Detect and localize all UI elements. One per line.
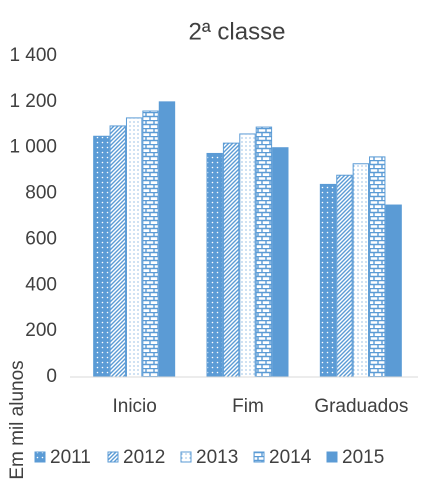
bar xyxy=(93,135,110,378)
x-tick-label: Graduados xyxy=(314,396,408,417)
y-tick-label: 800 xyxy=(25,183,57,204)
y-tick-label: 1 400 xyxy=(9,45,57,66)
bar xyxy=(239,133,256,378)
legend-marker xyxy=(180,451,192,463)
legend-label: 2014 xyxy=(269,447,312,468)
y-tick-label: 400 xyxy=(25,274,57,295)
bar xyxy=(206,152,223,378)
bar xyxy=(319,183,337,378)
legend-marker xyxy=(107,451,119,463)
chart-title: 2ª classe xyxy=(189,18,286,45)
bar xyxy=(158,101,176,378)
bar xyxy=(336,174,353,378)
legend-label: 2011 xyxy=(50,447,91,468)
bar xyxy=(369,156,386,378)
bar xyxy=(125,117,143,378)
y-tick-label: 0 xyxy=(46,366,57,387)
bar xyxy=(142,110,159,378)
y-tick-label: 1 000 xyxy=(9,137,57,158)
legend-label: 2013 xyxy=(196,447,238,468)
y-tick-label: 600 xyxy=(25,228,57,249)
legend-label: 2015 xyxy=(342,447,384,468)
legend-marker xyxy=(326,451,338,463)
x-tick-label: Fim xyxy=(232,396,264,417)
x-tick-label: Inicio xyxy=(112,396,156,417)
bar xyxy=(222,142,240,378)
y-tick-label: 1 200 xyxy=(9,91,57,112)
y-tick-label: 200 xyxy=(25,320,57,341)
bar xyxy=(109,125,126,378)
y-axis-label: Em mil alunos xyxy=(7,360,28,479)
legend-marker xyxy=(34,451,46,463)
bar xyxy=(255,126,273,378)
bar xyxy=(352,163,370,378)
legend-marker xyxy=(253,451,265,463)
bar xyxy=(272,147,289,378)
legend-label: 2012 xyxy=(123,447,165,468)
bar xyxy=(385,204,402,378)
